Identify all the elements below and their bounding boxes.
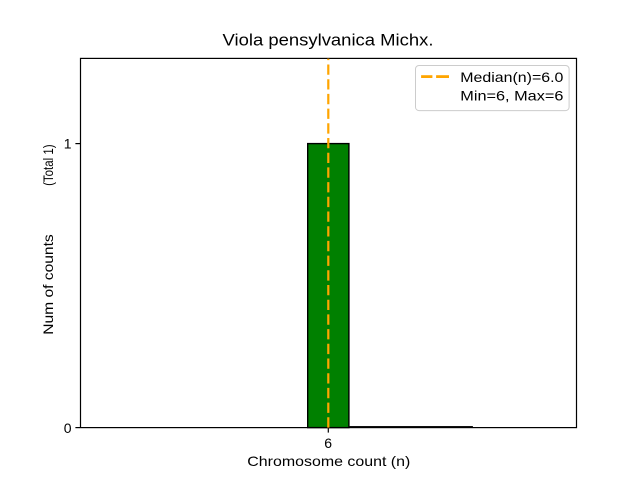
svg-text:1: 1	[64, 135, 72, 151]
svg-text:Median(n)=6.0: Median(n)=6.0	[460, 69, 563, 85]
svg-text:Chromosome count (n): Chromosome count (n)	[247, 453, 410, 469]
svg-text:6: 6	[324, 435, 332, 451]
svg-text:Num of counts: Num of counts	[40, 234, 56, 335]
svg-text:(Total 1): (Total 1)	[40, 144, 56, 186]
svg-text:0: 0	[64, 420, 72, 436]
svg-text:Min=6, Max=6: Min=6, Max=6	[460, 88, 563, 104]
svg-text:Viola pensylvanica Michx.: Viola pensylvanica Michx.	[223, 31, 434, 50]
